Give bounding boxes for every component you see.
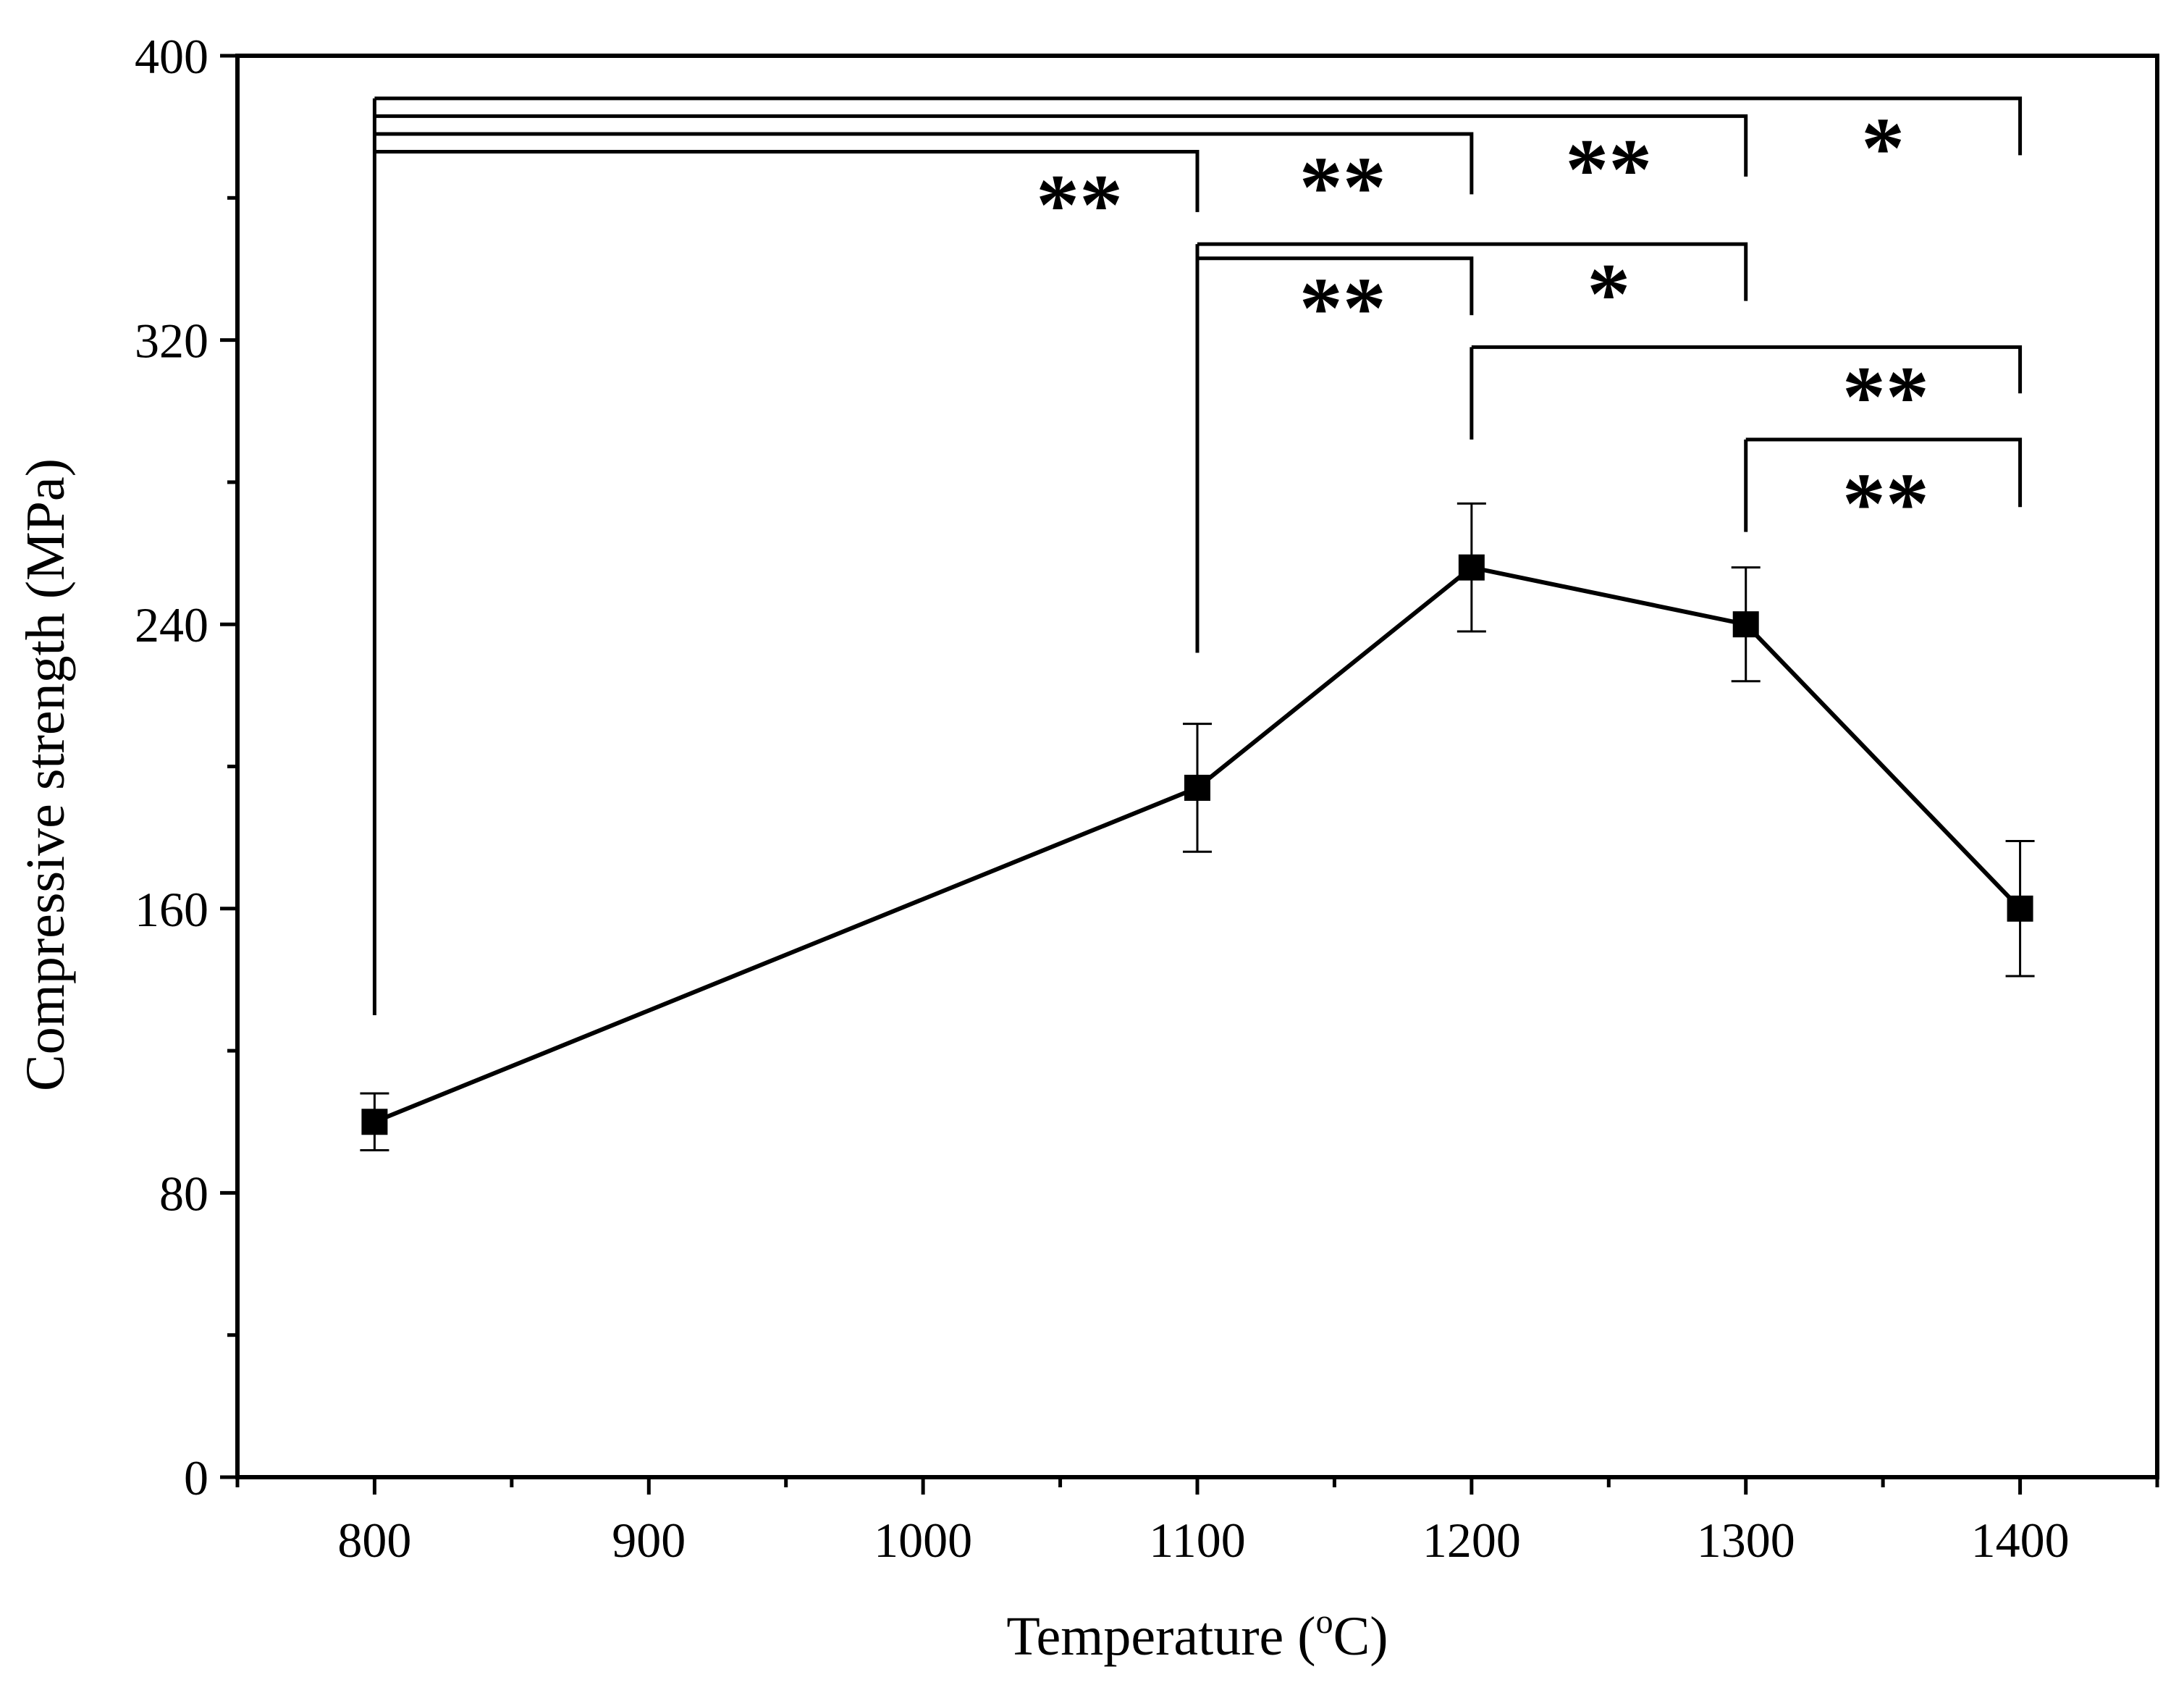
significance-bracket — [1471, 345, 2023, 394]
significance-bracket — [1197, 256, 1474, 316]
significance-label: ** — [1565, 121, 1652, 217]
data-point — [1732, 611, 1759, 638]
significance-label: ** — [1299, 139, 1386, 235]
significance-bracket — [1197, 242, 1748, 301]
significance-label: * — [1861, 100, 1905, 196]
data-series — [360, 502, 2035, 1152]
data-point — [2007, 895, 2033, 922]
significance-label: ** — [1036, 156, 1123, 253]
x-tick-label: 1400 — [1971, 1513, 2070, 1568]
significance-label: ** — [1299, 259, 1386, 356]
significance-bracket — [1745, 437, 2023, 508]
y-tick-label: 160 — [135, 882, 208, 937]
y-tick-label: 0 — [184, 1450, 208, 1505]
y-tick-label: 320 — [135, 314, 208, 369]
y-tick-label: 80 — [159, 1166, 208, 1221]
x-axis-title: Temperature (oC) — [1006, 1602, 1388, 1667]
significance-label: ** — [1842, 348, 1929, 445]
x-tick-label: 1000 — [874, 1513, 972, 1568]
y-tick-label: 240 — [135, 597, 208, 652]
significance-bracket — [374, 114, 1748, 177]
x-tick-label: 800 — [337, 1513, 411, 1568]
significance-label: ** — [1842, 455, 1929, 551]
x-tick-label: 1100 — [1149, 1513, 1245, 1568]
x-tick-label: 1200 — [1422, 1513, 1521, 1568]
significance-bracket — [374, 132, 1474, 195]
x-tick-label: 900 — [612, 1513, 686, 1568]
significance-brackets: ************** — [372, 96, 2023, 1016]
y-axis: 0 80 160 240 320 400 — [135, 29, 237, 1505]
data-point — [1184, 774, 1210, 801]
y-axis-title: Compressive strength (MPa) — [15, 458, 76, 1091]
x-axis: 800 900 1000 1100 1200 1300 1400 — [235, 1477, 2159, 1568]
x-tick-label: 1300 — [1697, 1513, 1795, 1568]
data-point — [361, 1109, 388, 1135]
y-tick-label: 400 — [135, 29, 208, 84]
significance-label: * — [1587, 245, 1630, 342]
significance-bracket — [374, 150, 1199, 212]
data-point — [1458, 554, 1485, 581]
significance-bracket — [374, 96, 2023, 156]
